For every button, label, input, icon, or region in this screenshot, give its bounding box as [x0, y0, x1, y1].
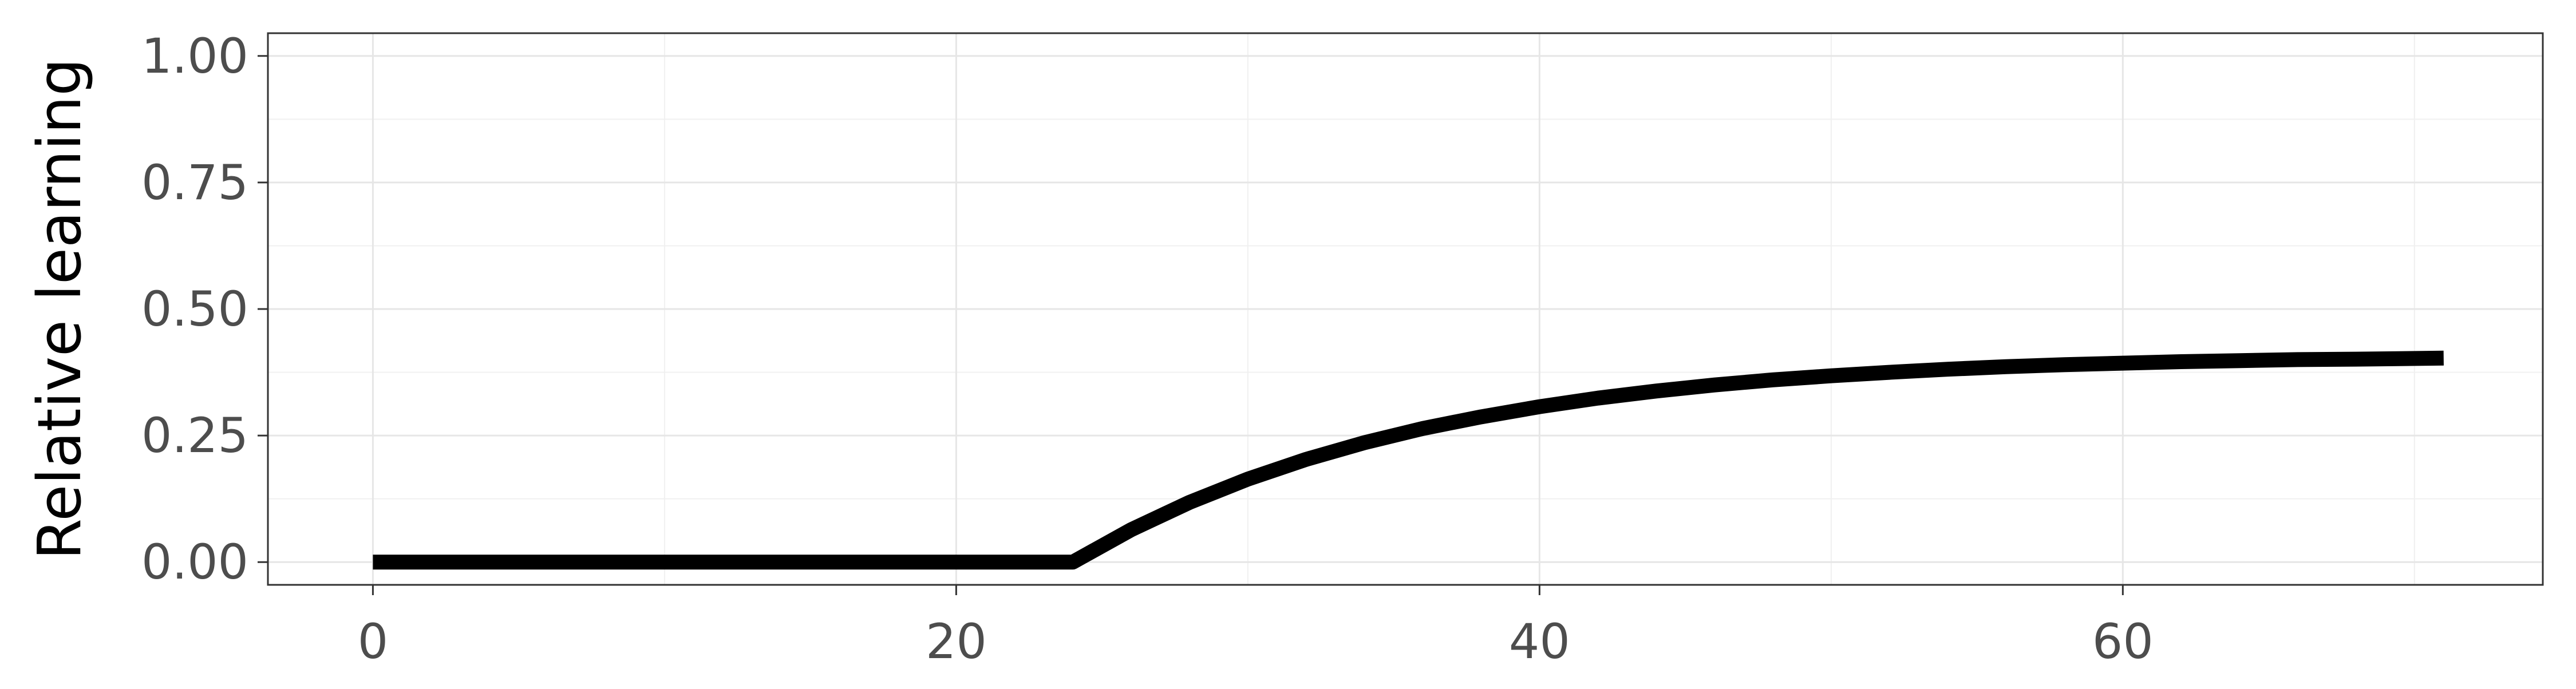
y-tick-label: 1.00: [141, 28, 248, 84]
series-line: [373, 350, 2444, 570]
x-tick-label: 60: [2092, 613, 2154, 670]
y-axis: 0.00 0.25 0.50 0.75 1.00: [141, 28, 268, 590]
series-layer: [373, 350, 2444, 570]
x-tick-label: 20: [926, 613, 987, 670]
minor-gridlines: [268, 33, 2543, 585]
x-axis: 0 20 40 60: [358, 585, 2154, 670]
x-tick-label: 40: [1509, 613, 1570, 670]
x-tick-label: 0: [358, 613, 388, 670]
y-tick-label: 0.50: [141, 281, 248, 337]
y-axis-title: Relative learning: [25, 58, 94, 560]
y-tick-label: 0.75: [141, 155, 248, 211]
y-tick-label: 0.00: [141, 534, 248, 590]
y-tick-label: 0.25: [141, 407, 248, 464]
